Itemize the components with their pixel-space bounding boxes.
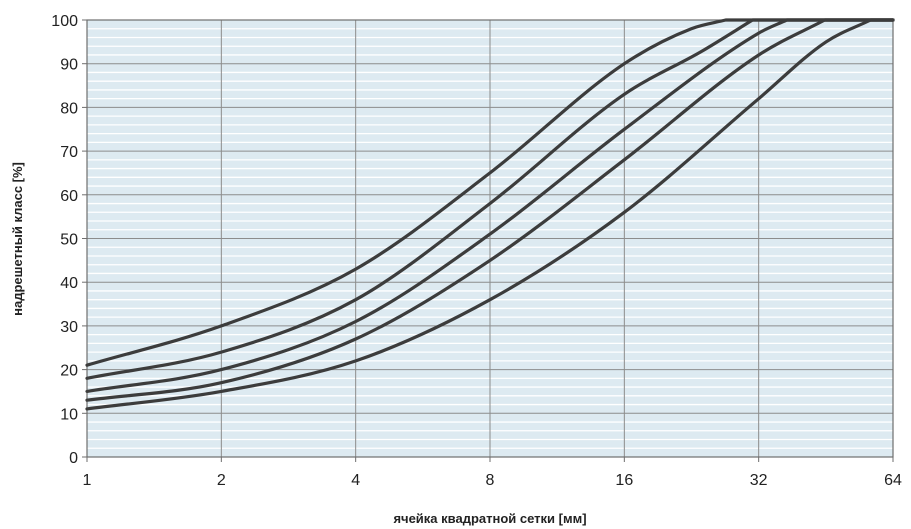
y-tick-label: 10 <box>60 406 78 423</box>
y-tick-label: 70 <box>60 144 78 161</box>
y-tick-label: 0 <box>69 450 78 467</box>
tick-labels: 0 10 20 30 40 50 60 70 80 90 100 1 2 4 8 16 32 64 <box>51 13 902 489</box>
x-tick-label: 8 <box>486 472 495 489</box>
grading-curve-4 <box>85 18 895 402</box>
x-tick-label: 1 <box>83 472 92 489</box>
y-tick-label: 20 <box>60 363 78 380</box>
y-tick-label: 100 <box>51 13 78 30</box>
y-tick-label: 30 <box>60 319 78 336</box>
grading-curve-2 <box>85 18 895 380</box>
x-tick-label: 4 <box>351 472 360 489</box>
y-tick-label: 80 <box>60 100 78 117</box>
y-tick-label: 60 <box>60 188 78 205</box>
x-tick-label: 16 <box>615 472 633 489</box>
grading-curve-3 <box>85 18 895 393</box>
y-tick-label: 40 <box>60 275 78 292</box>
y-tick-label: 50 <box>60 232 78 249</box>
x-tick-label: 64 <box>884 472 902 489</box>
x-tick-label: 2 <box>217 472 226 489</box>
x-axis-title: ячейка квадратной сетки [мм] <box>393 511 586 526</box>
curves <box>85 18 895 411</box>
grading-curve-5 <box>85 18 895 411</box>
grading-curve-1 <box>85 18 895 367</box>
x-tick-label: 32 <box>750 472 768 489</box>
y-axis-title: надрешетный класс [%] <box>10 162 25 316</box>
y-tick-label: 90 <box>60 57 78 74</box>
